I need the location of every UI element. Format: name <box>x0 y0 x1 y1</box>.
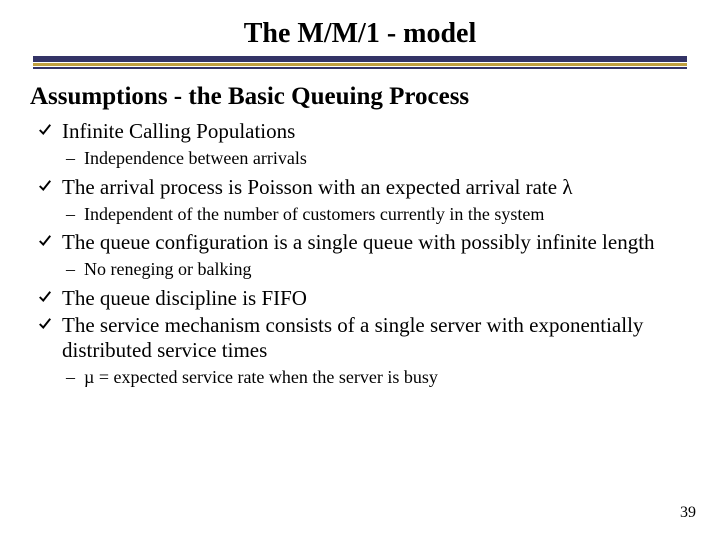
sub-bullet-list: µ = expected service rate when the serve… <box>62 366 690 389</box>
bullet-text: Infinite Calling Populations <box>62 119 295 143</box>
title-divider <box>33 56 687 69</box>
bullet-text: The queue discipline is FIFO <box>62 286 307 310</box>
divider-bar-gold <box>33 63 687 66</box>
sub-bullet-list: Independent of the number of customers c… <box>62 203 690 226</box>
sub-bullet-list: No reneging or balking <box>62 258 690 281</box>
divider-bar-thin <box>33 67 687 69</box>
sub-bullet-item: µ = expected service rate when the serve… <box>62 366 690 389</box>
sub-bullet-item: No reneging or balking <box>62 258 690 281</box>
divider-bar-top <box>33 56 687 62</box>
sub-bullet-item: Independence between arrivals <box>62 147 690 170</box>
check-icon <box>38 290 52 304</box>
sub-bullet-item: Independent of the number of customers c… <box>62 203 690 226</box>
bullet-item: The queue discipline is FIFO <box>36 286 690 311</box>
bullet-text: The service mechanism consists of a sing… <box>62 313 643 362</box>
bullet-text: The queue configuration is a single queu… <box>62 230 655 254</box>
page-number: 39 <box>680 504 696 522</box>
slide-subtitle: Assumptions - the Basic Queuing Process <box>30 83 690 111</box>
check-icon <box>38 123 52 137</box>
slide: The M/M/1 - model Assumptions - the Basi… <box>0 0 720 540</box>
bullet-list: Infinite Calling Populations Independenc… <box>30 119 690 390</box>
bullet-text: The arrival process is Poisson with an e… <box>62 175 573 199</box>
bullet-item: The service mechanism consists of a sing… <box>36 313 690 390</box>
bullet-item: The arrival process is Poisson with an e… <box>36 175 690 227</box>
bullet-item: The queue configuration is a single queu… <box>36 230 690 282</box>
sub-bullet-list: Independence between arrivals <box>62 147 690 170</box>
bullet-item: Infinite Calling Populations Independenc… <box>36 119 690 171</box>
check-icon <box>38 179 52 193</box>
check-icon <box>38 317 52 331</box>
slide-title: The M/M/1 - model <box>30 18 690 50</box>
check-icon <box>38 234 52 248</box>
